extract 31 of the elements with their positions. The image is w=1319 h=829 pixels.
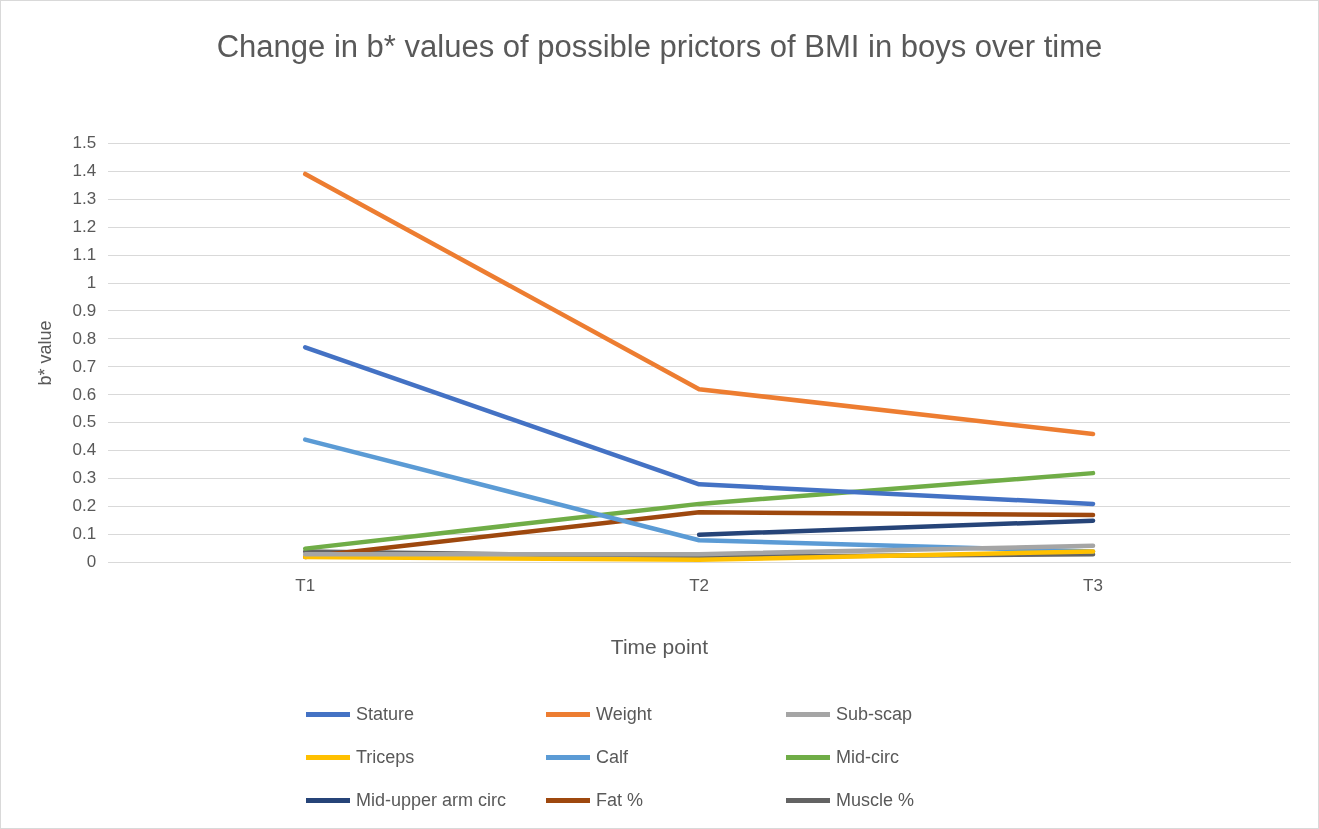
y-tick-label: 0.9	[72, 300, 97, 320]
y-tick-label: 1.4	[72, 160, 97, 180]
y-tick-label: 0.6	[72, 384, 97, 404]
legend-label: Weight	[596, 703, 652, 725]
x-tick-label: T3	[1083, 576, 1103, 596]
y-tick-label: 0.4	[72, 440, 97, 460]
legend-label: Fat %	[596, 789, 644, 811]
y-tick-label: 0.1	[72, 524, 97, 544]
x-axis-title: Time point	[609, 635, 710, 659]
x-tick-label: T2	[689, 576, 710, 596]
legend-label: Triceps	[356, 746, 415, 768]
y-tick-label: 0.3	[72, 468, 97, 488]
legend-label: Mid-upper arm circ	[356, 789, 507, 811]
y-tick-label: 0.2	[72, 496, 97, 516]
y-tick-label: 0	[86, 552, 97, 572]
y-tick-label: 0.5	[72, 412, 97, 432]
legend-label: Stature	[356, 703, 415, 725]
y-tick-label: 1.1	[72, 244, 97, 264]
y-tick-label: 1.2	[72, 216, 97, 236]
legend-label: Muscle %	[836, 789, 915, 811]
legend-label: Calf	[596, 746, 629, 768]
chart-title: Change in b* values of possible prictors of BMI in boys over time	[215, 29, 1104, 65]
y-tick-label: 1	[86, 272, 97, 292]
y-tick-label: 1.5	[72, 132, 97, 152]
legend-label: Mid-circ	[836, 746, 899, 768]
y-tick-label: 1.3	[72, 188, 97, 208]
y-tick-label: 0.8	[72, 328, 97, 348]
x-tick-label: T1	[295, 576, 316, 596]
y-axis-title: b* value	[34, 320, 55, 386]
legend-label: Sub-scap	[836, 703, 913, 725]
y-tick-label: 0.7	[72, 356, 97, 376]
